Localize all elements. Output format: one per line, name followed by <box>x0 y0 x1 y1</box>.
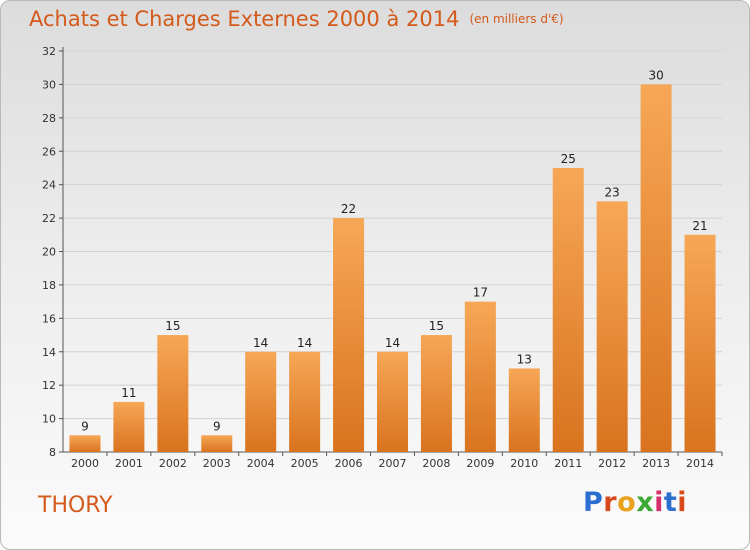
data-label: 22 <box>341 202 356 216</box>
x-tick-label: 2000 <box>71 457 99 470</box>
x-tick-label: 2005 <box>291 457 319 470</box>
bar <box>289 351 321 452</box>
y-tick-label: 32 <box>42 45 56 58</box>
chart-title-text: Achats et Charges Externes 2000 à 2014 <box>29 7 460 31</box>
bar <box>113 401 145 452</box>
y-tick-label: 28 <box>42 112 56 125</box>
data-label: 30 <box>648 68 663 82</box>
data-label: 17 <box>473 286 488 300</box>
bar <box>464 301 496 452</box>
bar <box>245 351 277 452</box>
data-label: 11 <box>121 386 136 400</box>
data-label: 14 <box>297 336 312 350</box>
x-tick-label: 2013 <box>642 457 670 470</box>
y-tick-label: 26 <box>42 145 56 158</box>
x-tick-label: 2011 <box>554 457 582 470</box>
data-label: 25 <box>561 152 576 166</box>
x-tick-label: 2010 <box>510 457 538 470</box>
x-tick-label: 2007 <box>379 457 407 470</box>
x-tick-label: 2014 <box>686 457 714 470</box>
logo-letter: r <box>603 487 618 518</box>
proxiti-logo: Proxiti <box>583 487 687 518</box>
x-tick-label: 2012 <box>598 457 626 470</box>
bar <box>377 351 408 452</box>
y-tick-label: 30 <box>42 78 56 91</box>
data-label: 14 <box>385 336 400 350</box>
logo-letter: t <box>663 487 678 518</box>
data-label: 13 <box>517 352 532 366</box>
x-tick-label: 2006 <box>335 457 363 470</box>
y-tick-label: 8 <box>49 446 56 459</box>
bar <box>508 368 540 452</box>
bar <box>333 218 365 452</box>
data-label: 9 <box>81 419 89 433</box>
y-tick-label: 16 <box>42 312 56 325</box>
bar <box>596 201 628 452</box>
data-label: 14 <box>253 336 268 350</box>
logo-letter: x <box>636 487 655 518</box>
x-tick-label: 2009 <box>466 457 494 470</box>
x-tick-label: 2001 <box>115 457 143 470</box>
y-tick-label: 18 <box>42 279 56 292</box>
y-tick-label: 12 <box>42 379 56 392</box>
data-label: 9 <box>213 419 221 433</box>
x-tick-label: 2004 <box>247 457 275 470</box>
y-tick-label: 14 <box>42 346 56 359</box>
bar <box>201 435 233 452</box>
bar <box>552 167 584 453</box>
y-tick-label: 24 <box>42 179 56 192</box>
bar <box>684 234 716 452</box>
place-name: THORY <box>38 493 113 518</box>
y-tick-label: 20 <box>42 246 56 259</box>
x-tick-label: 2008 <box>422 457 450 470</box>
logo-letter: P <box>583 487 604 518</box>
logo-letter: i <box>654 487 664 518</box>
y-tick-label: 22 <box>42 212 56 225</box>
chart-unit: (en milliers d'€) <box>469 12 564 26</box>
logo-letter: o <box>617 487 637 518</box>
y-tick-label: 10 <box>42 413 56 426</box>
data-label: 15 <box>429 319 444 333</box>
bar <box>640 84 672 453</box>
x-tick-label: 2002 <box>159 457 187 470</box>
data-label: 23 <box>605 185 620 199</box>
bar <box>157 335 189 452</box>
x-tick-label: 2003 <box>203 457 231 470</box>
chart-title: Achats et Charges Externes 2000 à 2014 (e… <box>29 7 564 31</box>
bar <box>69 435 101 452</box>
logo-letter: i <box>677 487 688 518</box>
data-label: 21 <box>692 219 707 233</box>
data-label: 15 <box>165 319 180 333</box>
bar <box>420 335 452 452</box>
